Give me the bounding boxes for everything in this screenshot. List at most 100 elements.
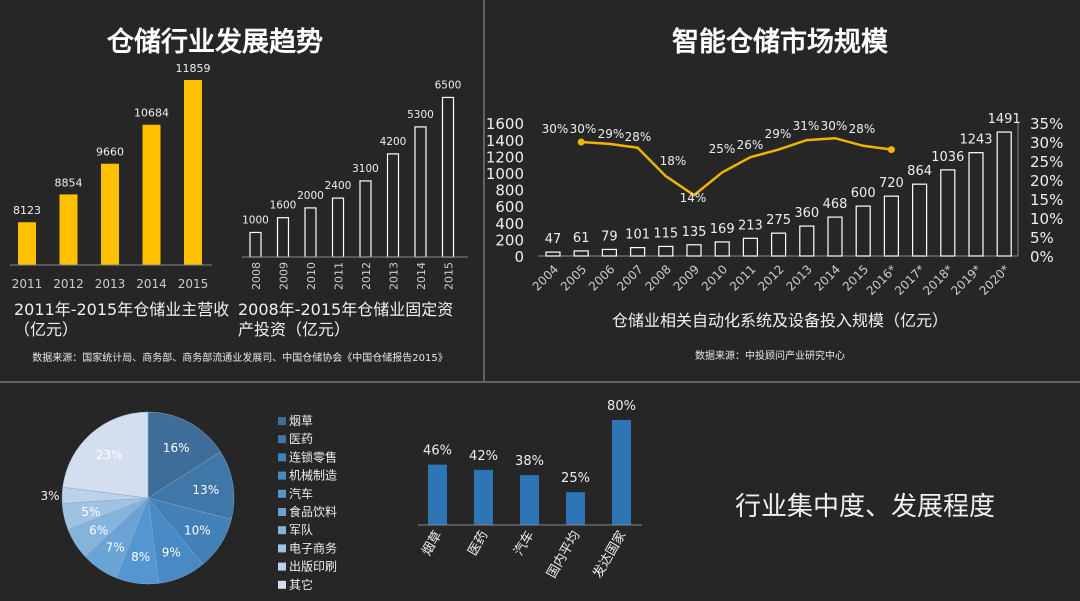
chart1-x-tick: 2012: [53, 277, 84, 291]
chart3-left-tick: 800: [495, 182, 524, 200]
chart2-x-tick: 2012: [360, 262, 373, 290]
chart3-data-label: 600: [851, 186, 876, 201]
chart2-bar: [414, 126, 427, 258]
chart3-x-tick: 2010: [699, 262, 730, 293]
concentration-value-label: 46%: [423, 444, 452, 459]
legend-swatch: [278, 544, 286, 553]
chart1-bar: [59, 194, 78, 265]
chart3-line-label: 29%: [598, 127, 625, 141]
chart3-right-tick: 25%: [1030, 153, 1063, 171]
chart3-bar: [799, 225, 815, 257]
chart3-right-tick: 30%: [1030, 134, 1063, 152]
chart2-bar: [331, 197, 345, 258]
chart3-line-label: 28%: [849, 122, 876, 136]
chart3-line-marker: [887, 146, 895, 154]
left-panel-title: 仓储行业发展趋势: [107, 27, 323, 58]
chart2-x-tick: 2008: [250, 262, 263, 290]
chart3-right-tick: 15%: [1030, 191, 1063, 209]
chart3-x-tick: 2020*: [977, 262, 1013, 298]
legend-swatch: [278, 508, 286, 516]
chart1-x-tick: 2015: [178, 277, 209, 291]
chart2-bar: [441, 96, 455, 258]
chart3-bar: [742, 237, 759, 257]
chart3-growth-line: [581, 136, 892, 197]
chart1-x-tick: 2011: [12, 277, 43, 291]
chart3-bar: [545, 251, 561, 257]
chart3-right-tick: 5%: [1030, 229, 1054, 247]
pie-slice: [62, 411, 149, 499]
legend-label: 机械制造: [289, 468, 337, 483]
legend-swatch: [278, 453, 286, 462]
chart2-x-tick: 2014: [415, 262, 428, 290]
chart2-data-label: 1600: [270, 200, 297, 212]
chart3-line-label: 31%: [793, 119, 820, 133]
chart3-data-label: 720: [879, 176, 904, 191]
chart2-data-label: 6500: [435, 79, 462, 91]
chart1-bar: [184, 80, 202, 265]
chart3-line-label: 28%: [625, 130, 652, 144]
chart3-data-label: 1243: [959, 133, 992, 148]
chart3-x-tick: 2018*: [920, 262, 956, 298]
chart1-data-label: 8123: [13, 204, 41, 217]
chart3-bar: [855, 205, 871, 257]
chart3-x-tick: 2008: [642, 262, 673, 293]
chart3-data-label: 360: [794, 206, 819, 221]
legend-swatch: [278, 562, 286, 571]
bottom-heading: 行业集中度、发展程度: [734, 492, 995, 522]
chart1-x-tick: 2013: [95, 277, 126, 291]
pie-value-label: 16%: [163, 441, 190, 455]
legend-swatch: [278, 471, 286, 480]
chart3-bar: [911, 183, 928, 257]
chart1-bar: [142, 124, 161, 265]
chart2-x-tick: 2013: [388, 262, 401, 290]
chart1-caption: 2011年-2015年仓储业主营收（亿元）: [14, 300, 230, 339]
pie-value-label: 5%: [81, 505, 100, 519]
chart2-data-label: 1000: [242, 214, 269, 226]
legend-label: 烟草: [289, 414, 313, 428]
concentration-x-tick: 国内平均: [544, 528, 584, 581]
chart3-x-tick: 2005: [558, 262, 589, 293]
legend-label: 连锁零售: [289, 449, 337, 464]
chart3-left-tick: 0: [514, 248, 524, 266]
chart3-bar: [940, 169, 956, 257]
chart3-caption: 仓储业相关自动化系统及设备投入规模（亿元）: [611, 311, 948, 330]
chart2-bar: [276, 217, 290, 258]
concentration-x-tick: 烟草: [419, 529, 445, 559]
chart1-data-label: 10684: [134, 107, 169, 120]
chart3-data-label: 213: [738, 218, 763, 233]
chart3-x-tick: 2019*: [948, 262, 984, 298]
chart3-left-tick: 1200: [486, 148, 524, 166]
pie-value-label: 9%: [162, 546, 181, 560]
pie-value-label: 3%: [41, 489, 60, 503]
chart3-right-tick: 35%: [1030, 115, 1063, 133]
chart1-x-tick: 2014: [136, 277, 167, 291]
chart2-bar: [249, 231, 262, 258]
chart3-left-tick: 600: [495, 198, 524, 216]
concentration-bar: [520, 475, 539, 525]
pie-value-label: 6%: [89, 523, 108, 537]
pie-slice: [147, 411, 221, 499]
left-source: 数据来源：国家统计局、商务部、商务部流通业发展司、中国仓储协会《中国仓储报告20…: [32, 353, 448, 364]
chart3-x-tick: 2007: [614, 262, 645, 293]
chart3-line-label: 30%: [821, 119, 848, 133]
chart2-x-tick: 2010: [305, 262, 318, 290]
chart3-data-label: 61: [573, 231, 590, 246]
legend-swatch: [278, 489, 286, 498]
chart3-bar: [601, 248, 618, 257]
legend-swatch: [278, 580, 286, 589]
legend-label: 其它: [289, 577, 313, 592]
concentration-bar: [566, 492, 585, 525]
chart2-bar: [359, 180, 372, 258]
legend-swatch: [278, 526, 286, 535]
chart3-left-tick: 1000: [486, 165, 524, 183]
chart3-line-label: 25%: [709, 142, 736, 156]
legend-label: 军队: [289, 522, 313, 537]
concentration-bar: [428, 464, 447, 525]
pie-value-label: 7%: [106, 540, 125, 554]
legend-label: 汽车: [289, 486, 313, 501]
chart3-x-tick: 2017*: [892, 262, 928, 298]
right-source: 数据来源：中投顾问产业研究中心: [695, 351, 845, 362]
legend-label: 医药: [289, 432, 313, 446]
chart3-x-tick: 2013: [783, 262, 814, 293]
